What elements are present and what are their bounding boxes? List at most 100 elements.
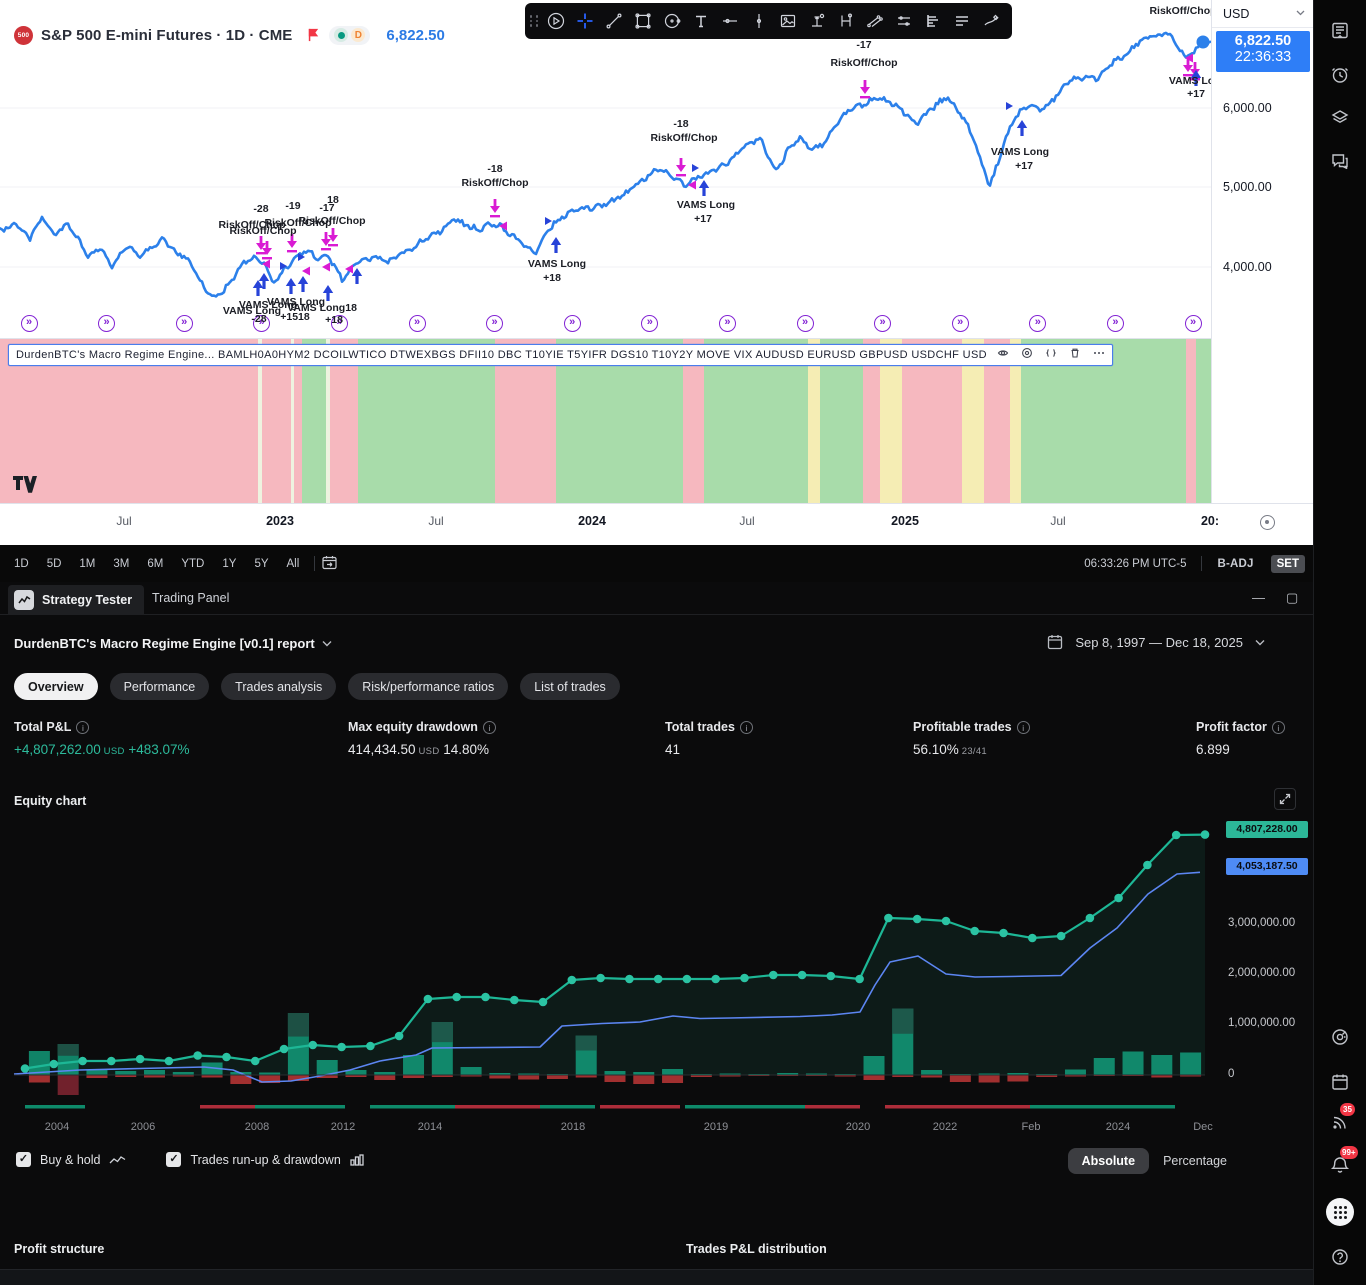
skip-forward-circle-icon[interactable]: » bbox=[253, 314, 271, 332]
trend-line-icon[interactable] bbox=[599, 6, 628, 36]
report-tab-overview[interactable]: Overview bbox=[14, 673, 98, 700]
long-position-icon[interactable] bbox=[947, 6, 976, 36]
price-chart-svg: -28 -19 18-17RiskOff/ChopRiskOff/ChopRiskO… bbox=[0, 5, 1211, 326]
skip-forward-circle-icon[interactable]: » bbox=[330, 314, 348, 332]
skip-forward-circle-icon[interactable]: » bbox=[20, 314, 38, 332]
watchlist-icon[interactable] bbox=[1327, 18, 1353, 44]
volume-profile-icon[interactable] bbox=[918, 6, 947, 36]
report-tab-list-of-trades[interactable]: List of trades bbox=[520, 673, 620, 700]
report-title-row[interactable]: DurdenBTC's Macro Regime Engine [v0.1] r… bbox=[14, 636, 332, 651]
info-icon[interactable]: i bbox=[739, 720, 753, 734]
skip-forward-circle-icon[interactable]: » bbox=[486, 314, 504, 332]
measure-tool-icon[interactable] bbox=[802, 6, 831, 36]
info-icon[interactable]: i bbox=[1016, 720, 1030, 734]
apps-grid-icon[interactable] bbox=[1326, 1198, 1354, 1226]
flag-icon[interactable] bbox=[306, 27, 321, 43]
flat-channel-icon[interactable] bbox=[889, 6, 918, 36]
range-button-1d[interactable]: 1D bbox=[14, 557, 29, 570]
notifications-bell-icon[interactable] bbox=[1327, 1152, 1353, 1178]
adjust-button[interactable]: B-ADJ bbox=[1217, 557, 1254, 570]
skip-forward-circle-icon[interactable]: » bbox=[641, 314, 659, 332]
date-range-row[interactable]: Sep 8, 1997 — Dec 18, 2025 bbox=[1047, 634, 1265, 650]
skip-forward-circle-icon[interactable]: » bbox=[1106, 314, 1124, 332]
skip-forward-circle-icon[interactable]: » bbox=[1184, 314, 1202, 332]
trash-icon[interactable] bbox=[1069, 346, 1081, 364]
price-scale-label: 6,000.00 bbox=[1223, 101, 1272, 115]
range-button-5y[interactable]: 5Y bbox=[254, 557, 269, 570]
rectangle-tool-icon[interactable] bbox=[628, 6, 657, 36]
range-button-1y[interactable]: 1Y bbox=[222, 557, 237, 570]
crosshair-icon[interactable] bbox=[570, 6, 599, 36]
chevron-down-icon bbox=[322, 641, 332, 647]
range-button-all[interactable]: All bbox=[286, 557, 300, 570]
price-scale[interactable]: USD 6,822.50 22:36:33 6,000.00 5,000.00 4,… bbox=[1211, 0, 1313, 503]
range-button-3m[interactable]: 3M bbox=[113, 557, 130, 570]
report-tab-risk-performance-ratios[interactable]: Risk/performance ratios bbox=[348, 673, 509, 700]
settlement-button[interactable]: SET bbox=[1270, 554, 1305, 573]
info-icon[interactable]: i bbox=[482, 720, 496, 734]
price-range-icon[interactable] bbox=[831, 6, 860, 36]
range-button-ytd[interactable]: YTD bbox=[181, 557, 205, 570]
more-dots-icon[interactable] bbox=[1093, 346, 1105, 364]
minimize-icon[interactable]: — bbox=[1252, 590, 1265, 605]
price-chart-pane[interactable]: » » » » » » » » » » » » » » » » -28 -19 18 -17 RiskOff/Chop… bbox=[0, 0, 1211, 338]
skip-forward-circle-icon[interactable]: » bbox=[175, 314, 193, 332]
maximize-icon[interactable]: ▢ bbox=[1286, 590, 1299, 605]
time-axis[interactable]: Jul 2023 Jul 2024 Jul 2025 Jul 20: bbox=[0, 503, 1313, 545]
text-tool-icon[interactable] bbox=[686, 6, 715, 36]
runup-drawdown-checkbox[interactable]: ✓ Trades run-up & drawdown bbox=[166, 1152, 364, 1167]
skip-forward-circle-icon[interactable]: » bbox=[874, 314, 892, 332]
vertical-line-icon[interactable] bbox=[744, 6, 773, 36]
parallel-channel-icon[interactable] bbox=[860, 6, 889, 36]
chat-icon[interactable] bbox=[1327, 148, 1353, 174]
objectives-icon[interactable] bbox=[1327, 1024, 1353, 1050]
timezone-button[interactable] bbox=[1260, 515, 1275, 530]
price-scale-label: 5,000.00 bbox=[1223, 180, 1272, 194]
skip-forward-circle-icon[interactable]: » bbox=[718, 314, 736, 332]
svg-text:+17: +17 bbox=[694, 213, 712, 225]
regime-indicator-pane[interactable]: DurdenBTC's Macro Regime Engine... BAMLH… bbox=[0, 338, 1211, 503]
info-icon[interactable]: i bbox=[76, 720, 90, 734]
skip-forward-circle-icon[interactable]: » bbox=[563, 314, 581, 332]
percentage-button[interactable]: Percentage bbox=[1163, 1154, 1227, 1168]
currency-row[interactable]: USD bbox=[1212, 0, 1313, 28]
report-tab-performance[interactable]: Performance bbox=[109, 673, 210, 700]
skip-forward-circle-icon[interactable]: » bbox=[951, 314, 969, 332]
brush-tool-icon[interactable] bbox=[976, 6, 1005, 36]
circle-tool-icon[interactable] bbox=[657, 6, 686, 36]
tab-strategy-tester[interactable]: Strategy Tester bbox=[8, 585, 145, 615]
source-code-icon[interactable] bbox=[1045, 346, 1057, 364]
help-icon[interactable] bbox=[1327, 1244, 1353, 1270]
grip-handle-icon[interactable] bbox=[527, 11, 541, 31]
replay-play-icon[interactable] bbox=[541, 6, 570, 36]
absolute-button[interactable]: Absolute bbox=[1067, 1148, 1150, 1174]
symbol-title[interactable]: S&P 500 E-mini Futures · 1D · CME bbox=[41, 26, 293, 44]
equity-chart[interactable]: 2004 2006 2008 2012 2014 2018 2019 2020 2022 Feb 2… bbox=[0, 814, 1313, 1144]
range-button-5d[interactable]: 5D bbox=[46, 557, 62, 570]
skip-forward-circle-icon[interactable]: » bbox=[1029, 314, 1047, 332]
report-tab-trades-analysis[interactable]: Trades analysis bbox=[221, 673, 337, 700]
horizontal-ray-icon[interactable] bbox=[715, 6, 744, 36]
calendar-icon[interactable] bbox=[1327, 1069, 1353, 1095]
skip-forward-circle-icon[interactable]: » bbox=[408, 314, 426, 332]
clock-label[interactable]: 06:33:26 PM UTC-5 bbox=[1084, 557, 1187, 570]
alert-clock-icon[interactable] bbox=[1327, 62, 1353, 88]
settings-icon[interactable] bbox=[1021, 346, 1033, 364]
data-source-pill[interactable]: D bbox=[329, 25, 371, 45]
expand-chart-button[interactable] bbox=[1274, 788, 1296, 810]
data-feed-icon[interactable] bbox=[1327, 1109, 1353, 1135]
tab-trading-panel[interactable]: Trading Panel bbox=[152, 591, 230, 605]
indicator-legend-bar[interactable]: DurdenBTC's Macro Regime Engine... BAMLH… bbox=[8, 344, 1113, 366]
buy-hold-checkbox[interactable]: ✓ Buy & hold bbox=[16, 1152, 126, 1167]
info-icon[interactable]: i bbox=[1271, 720, 1285, 734]
skip-forward-circle-icon[interactable]: » bbox=[796, 314, 814, 332]
eye-icon[interactable] bbox=[997, 346, 1009, 364]
skip-forward-circle-icon[interactable]: » bbox=[98, 314, 116, 332]
symbol-logo[interactable]: 500 bbox=[14, 25, 33, 45]
go-to-date-icon[interactable] bbox=[321, 554, 338, 574]
tradingview-logo[interactable] bbox=[13, 476, 37, 493]
range-button-1m[interactable]: 1M bbox=[79, 557, 96, 570]
range-button-6m[interactable]: 6M bbox=[147, 557, 164, 570]
layers-icon[interactable] bbox=[1327, 105, 1353, 131]
image-tool-icon[interactable] bbox=[773, 6, 802, 36]
